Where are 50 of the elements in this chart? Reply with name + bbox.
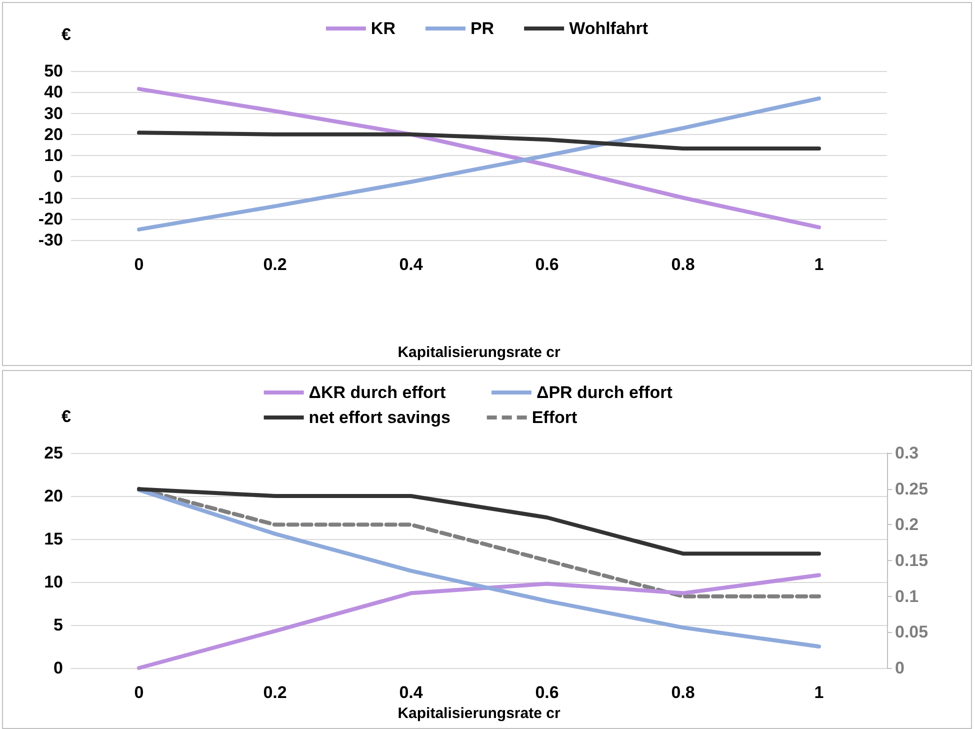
legend-label: PR — [470, 19, 494, 38]
y-tick-label: 15 — [44, 530, 63, 548]
x-tick-label: 0.6 — [535, 683, 559, 702]
legend-label: Wohlfahrt — [569, 19, 648, 38]
y-tick-label: 20 — [44, 486, 63, 506]
x-tick-label: 0 — [134, 683, 144, 702]
x-tick-label: 0.4 — [399, 255, 424, 274]
x-tick-label: 0.4 — [399, 683, 424, 702]
x-tick-label: 1 — [814, 683, 824, 702]
y2-tick-label: 0.1 — [895, 586, 919, 606]
y2-tick-label: 0 — [895, 658, 904, 678]
y-tick-label: 40 — [44, 82, 63, 102]
legend-label: KR — [370, 19, 396, 38]
y-tick-label: -10 — [38, 188, 63, 208]
line-series — [137, 487, 821, 556]
y-tick-label: 25 — [44, 444, 63, 462]
y-tick-label: 5 — [54, 616, 63, 634]
legend-label: Effort — [532, 408, 662, 427]
legend-label: net effort savings — [308, 408, 479, 427]
y2-tick-label: 0.3 — [895, 444, 919, 462]
y2-tick-label: 0.15 — [895, 551, 928, 570]
x-tick-label: 1 — [814, 255, 824, 274]
x-tick-label: 0.2 — [263, 255, 287, 274]
x-tick-label: 0.2 — [263, 683, 287, 702]
x-tick-label: 0 — [134, 255, 144, 274]
y-tick-label: -30 — [38, 230, 63, 250]
y-axis-title: € — [62, 407, 72, 426]
y-tick-label: 10 — [44, 146, 63, 165]
x-tick-label: 0.8 — [671, 255, 695, 274]
y2-tick-label: 0.05 — [895, 622, 928, 642]
y-tick-label: 20 — [44, 124, 63, 144]
y-tick-label: 0 — [54, 658, 63, 678]
line-series — [137, 573, 821, 670]
y2-tick-label: 0.25 — [895, 479, 928, 498]
y-tick-label: 10 — [44, 572, 63, 592]
legend-label: ΔKR durch effort — [308, 383, 484, 402]
line-series — [137, 130, 821, 151]
x-axis-title: Kapitalisierungsrate cr — [398, 704, 560, 722]
y-tick-label: 50 — [44, 62, 63, 80]
y-axis-title: € — [62, 25, 72, 44]
y-tick-label: 30 — [44, 104, 63, 123]
y-tick-label: 0 — [54, 167, 63, 186]
x-axis-title: Kapitalisierungsrate cr — [398, 344, 560, 361]
line-series — [137, 488, 821, 648]
line-series — [137, 486, 821, 598]
y2-tick-label: 0.2 — [895, 515, 919, 534]
x-tick-label: 0.6 — [535, 255, 559, 274]
y-tick-label: -20 — [38, 209, 63, 228]
x-tick-label: 0.8 — [671, 683, 695, 702]
legend-label: ΔPR durch effort — [536, 383, 710, 402]
